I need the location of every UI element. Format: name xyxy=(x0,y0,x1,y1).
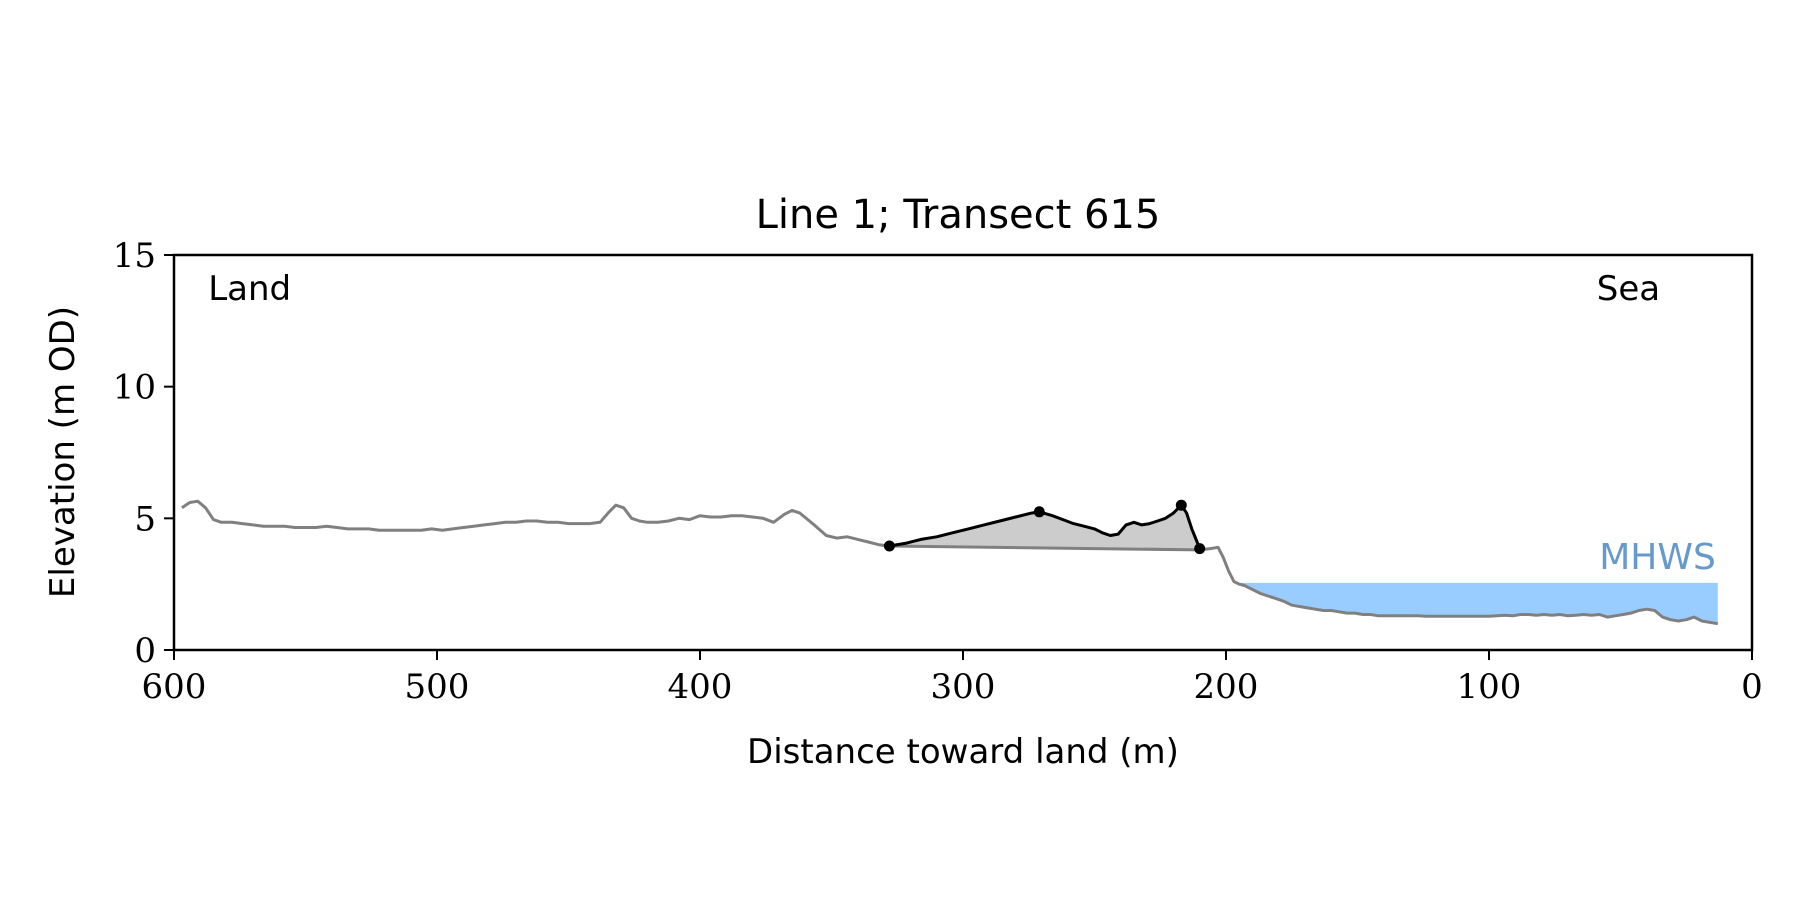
x-tick-label: 400 xyxy=(668,667,733,707)
plot-area: MHWS Land Sea xyxy=(181,269,1719,626)
y-tick-label: 10 xyxy=(113,368,156,408)
y-tick-label: 0 xyxy=(134,631,156,671)
x-tick-label: 300 xyxy=(931,667,996,707)
dune-marker-point xyxy=(1033,506,1045,518)
x-tick-label: 100 xyxy=(1457,667,1522,707)
x-axis-label: Distance toward land (m) xyxy=(747,732,1179,772)
chart-title: Line 1; Transect 615 xyxy=(756,192,1161,238)
axis-ticks: 600 500 400 300 200 100 0 0 5 10 15 xyxy=(113,236,1763,707)
dune-marker-point xyxy=(1175,499,1187,511)
y-tick-label: 5 xyxy=(134,499,156,539)
mhws-label: MHWS xyxy=(1599,537,1716,578)
annotation-land: Land xyxy=(208,269,291,309)
y-axis-label: Elevation (m OD) xyxy=(43,306,83,598)
dune-marker-point xyxy=(883,540,895,552)
dune-profile-line xyxy=(889,503,1202,550)
dune-volume-area xyxy=(889,505,1200,550)
annotation-sea: Sea xyxy=(1597,269,1660,309)
y-tick-label: 15 xyxy=(113,236,156,276)
x-tick-label: 200 xyxy=(1194,667,1259,707)
x-tick-label: 0 xyxy=(1741,667,1763,707)
dune-marker-point xyxy=(1194,543,1206,555)
x-tick-label: 500 xyxy=(405,667,470,707)
elevation-profile-line xyxy=(181,499,1719,626)
x-tick-label: 600 xyxy=(142,667,207,707)
